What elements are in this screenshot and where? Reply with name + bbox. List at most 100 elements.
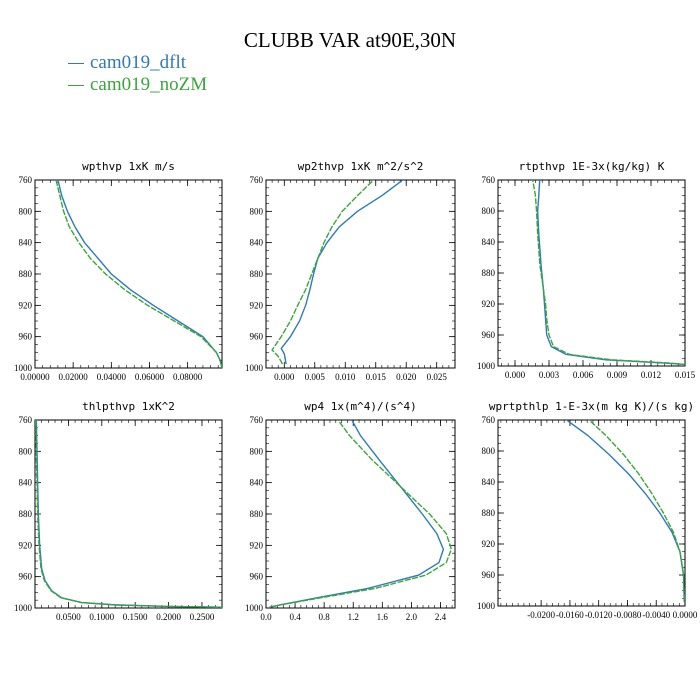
y-tick-label: 920	[482, 299, 496, 309]
y-tick-label: 800	[19, 446, 33, 456]
series-line-dflt	[280, 180, 404, 365]
y-tick-label: 840	[482, 477, 496, 487]
series-line-dflt	[57, 180, 222, 368]
y-tick-label: 1000	[14, 363, 33, 373]
x-tick-label: 1.6	[377, 612, 389, 622]
y-tick-label: 840	[482, 237, 496, 247]
y-tick-label: 760	[19, 415, 33, 425]
x-tick-label: -0.0160	[556, 610, 584, 620]
y-tick-label: 920	[250, 540, 264, 550]
y-tick-label: 880	[19, 509, 33, 519]
x-tick-label: 0.0	[260, 612, 272, 622]
x-tick-label: 0.006	[573, 370, 594, 380]
series-line-dflt	[35, 420, 222, 608]
x-tick-label: -0.0040	[642, 610, 670, 620]
legend-label-dflt: cam019_dflt	[90, 52, 187, 73]
y-tick-label: 760	[19, 175, 33, 185]
y-tick-label: 960	[482, 330, 496, 340]
legend-label-nozm: cam019_noZM	[90, 74, 208, 95]
plot-frame	[497, 179, 686, 367]
y-tick-label: 920	[250, 300, 264, 310]
y-tick-label: 800	[482, 206, 496, 216]
panel-title: thlpthvp 1xK^2	[82, 400, 175, 413]
y-tick-label: 1000	[477, 361, 496, 371]
y-tick-label: 960	[250, 572, 264, 582]
x-tick-label: 0.2000	[156, 612, 181, 622]
legend-item-nozm: cam019_noZM	[68, 74, 207, 96]
x-tick-label: 0.1500	[123, 612, 148, 622]
y-tick-label: 1000	[477, 601, 496, 611]
y-tick-label: 840	[19, 238, 33, 248]
series-line-dflt	[269, 420, 445, 608]
x-tick-label: 1.2	[348, 612, 359, 622]
series-line-nozm	[269, 420, 453, 608]
x-tick-label: 0.0500	[56, 612, 81, 622]
x-tick-label: 0.009	[607, 370, 628, 380]
y-tick-label: 920	[19, 300, 33, 310]
panel-title: wp2thvp 1xK m^2/s^2	[298, 160, 424, 173]
x-tick-label: -0.0120	[585, 610, 613, 620]
panel-3: rtpthvp 1E-3x(kg/kg) K 0.000 0.003 0.006 0.0…	[477, 160, 696, 380]
y-tick-label: 880	[250, 269, 264, 279]
panel-1: wpthvp 1xK m/s 0.00000 0.02000 0.04000 0.060…	[14, 160, 223, 382]
plot-frame	[34, 419, 223, 609]
y-tick-label: 880	[19, 269, 33, 279]
series-line-nozm	[35, 420, 222, 608]
y-tick-label: 800	[250, 446, 264, 456]
x-tick-label: 0.000	[505, 370, 526, 380]
y-tick-label: 800	[250, 206, 264, 216]
y-tick-label: 960	[19, 332, 33, 342]
y-tick-label: 840	[250, 478, 264, 488]
x-tick-label: 0.015	[675, 370, 696, 380]
plot-frame	[265, 179, 456, 369]
y-tick-label: 960	[482, 570, 496, 580]
x-tick-label: 0.015	[366, 372, 387, 382]
y-tick-label: 1000	[245, 603, 264, 613]
y-tick-label: 920	[482, 539, 496, 549]
series-line-nozm	[588, 420, 685, 603]
panel-title: wpthvp 1xK m/s	[82, 160, 175, 173]
y-tick-label: 1000	[14, 603, 33, 613]
x-tick-label: 2.4	[435, 612, 447, 622]
y-tick-label: 880	[250, 509, 264, 519]
legend-swatch-nozm	[68, 85, 84, 87]
x-tick-label: 0.4	[289, 612, 301, 622]
y-tick-label: 760	[250, 415, 264, 425]
y-tick-label: 760	[482, 415, 496, 425]
series-line-dflt	[565, 420, 685, 603]
x-tick-label: 0.000	[274, 372, 295, 382]
series-line-dflt	[536, 180, 685, 366]
y-tick-label: 800	[19, 206, 33, 216]
panel-2: wp2thvp 1xK m^2/s^2 0.000 0.005 0.010 0.015 0…	[245, 160, 456, 382]
plot-frame	[34, 179, 223, 369]
panel-5: wp4 1x(m^4)/(s^4) 0.0 0.4 0.8 1.2 1.6 2.0 2.4 76…	[245, 400, 456, 622]
x-tick-label: 0.005	[305, 372, 326, 382]
x-tick-label: 0.012	[641, 370, 661, 380]
panel-title: wp4 1x(m^4)/(s^4)	[304, 400, 417, 413]
legend-swatch-dflt	[68, 63, 84, 65]
x-tick-label: 0.06000	[135, 372, 165, 382]
x-tick-label: 0.00000	[20, 372, 50, 382]
y-tick-label: 880	[482, 268, 496, 278]
panel-6: wprtpthlp 1-E-3x(m kg K)/(s kg)-0.0200 -0…	[477, 400, 698, 620]
x-tick-label: 0.025	[427, 372, 448, 382]
series-line-nozm	[55, 180, 222, 368]
x-tick-label: 0.1000	[89, 612, 114, 622]
y-tick-label: 840	[250, 238, 264, 248]
x-tick-label: 0.8	[319, 612, 331, 622]
x-tick-label: 0.2500	[190, 612, 215, 622]
x-tick-label: 0.010	[335, 372, 356, 382]
series-line-nozm	[271, 180, 375, 365]
y-tick-label: 1000	[245, 363, 264, 373]
y-tick-label: 880	[482, 508, 496, 518]
plot-frame	[497, 419, 686, 607]
y-tick-label: 840	[19, 478, 33, 488]
panel-title: wprtpthlp 1-E-3x(m kg K)/(s kg)	[489, 400, 694, 413]
y-tick-label: 920	[19, 540, 33, 550]
y-tick-label: 760	[482, 175, 496, 185]
x-tick-label: 0.08000	[173, 372, 203, 382]
panel-4: thlpthvp 1xK^2 0.0500 0.1000 0.1500 0.2000 0.…	[14, 400, 223, 622]
figure-title: CLUBB VAR at90E,30N	[243, 28, 457, 52]
y-tick-label: 760	[250, 175, 264, 185]
